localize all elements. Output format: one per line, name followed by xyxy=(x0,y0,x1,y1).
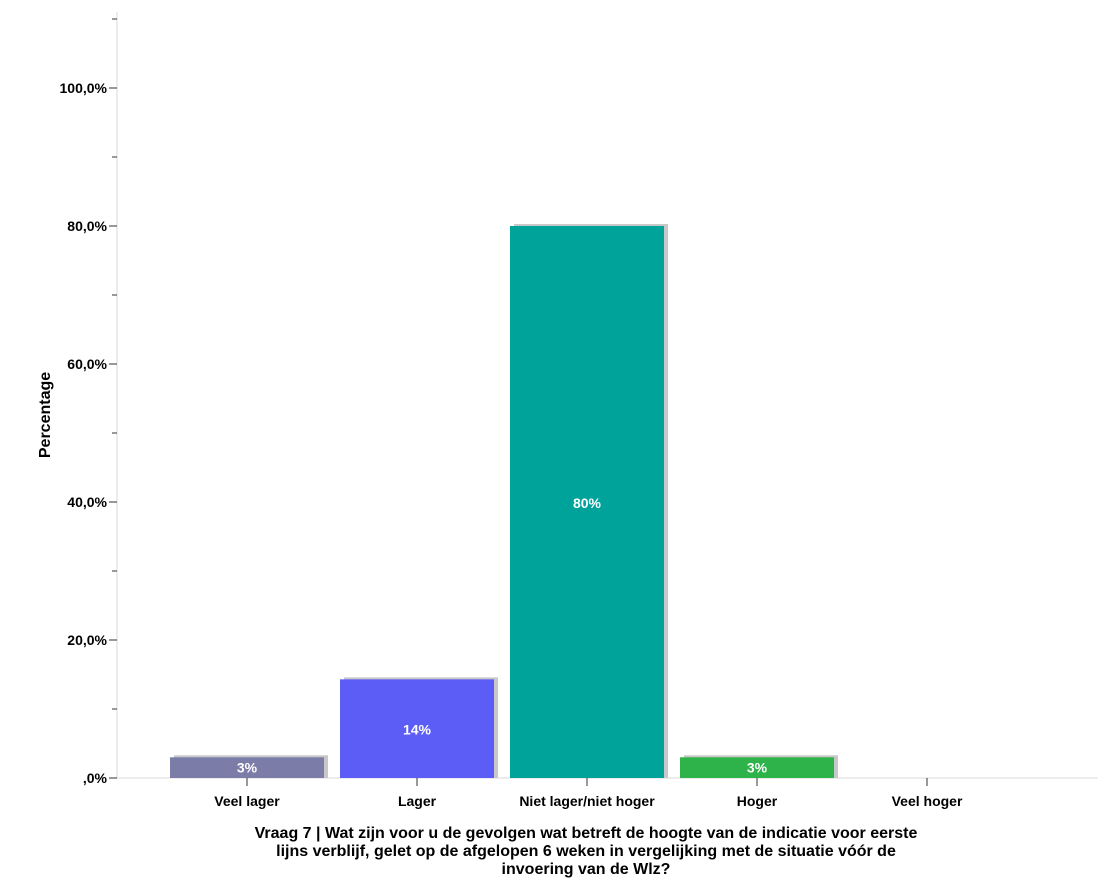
x-category-label: Veel lager xyxy=(214,793,280,809)
bars-group xyxy=(170,224,838,778)
x-axis-title-line: lijns verblijf, gelet op de afgelopen 6 … xyxy=(276,843,896,860)
y-tick-label: 40,0% xyxy=(67,494,107,510)
bar xyxy=(170,757,324,778)
bar-data-label: 3% xyxy=(747,760,768,776)
x-axis-title-line: Vraag 7 | Wat zijn voor u de gevolgen wa… xyxy=(255,825,918,842)
bar xyxy=(340,679,494,778)
y-tick-label: ,0% xyxy=(83,770,108,786)
x-category-label: Veel hoger xyxy=(892,793,963,809)
y-tick-label: 80,0% xyxy=(67,218,107,234)
bar-data-label: 80% xyxy=(573,495,602,511)
bar-data-label: 3% xyxy=(237,760,258,776)
y-tick-label: 20,0% xyxy=(67,632,107,648)
x-axis-title-line: invoering van de Wlz? xyxy=(502,861,671,878)
bar xyxy=(510,226,664,778)
bar xyxy=(680,757,834,778)
bar-data-label: 14% xyxy=(403,722,432,738)
x-category-label: Niet lager/niet hoger xyxy=(519,793,655,809)
y-tick-label: 100,0% xyxy=(60,80,108,96)
y-tick-label: 60,0% xyxy=(67,356,107,372)
x-category-label: Hoger xyxy=(737,793,778,809)
x-category-label: Lager xyxy=(398,793,437,809)
y-axis-title: Percentage xyxy=(37,372,54,458)
labels-group: ,0% 20,0% 40,0% 60,0% 80,0% 100,0% Percentage 3… xyxy=(37,80,963,878)
